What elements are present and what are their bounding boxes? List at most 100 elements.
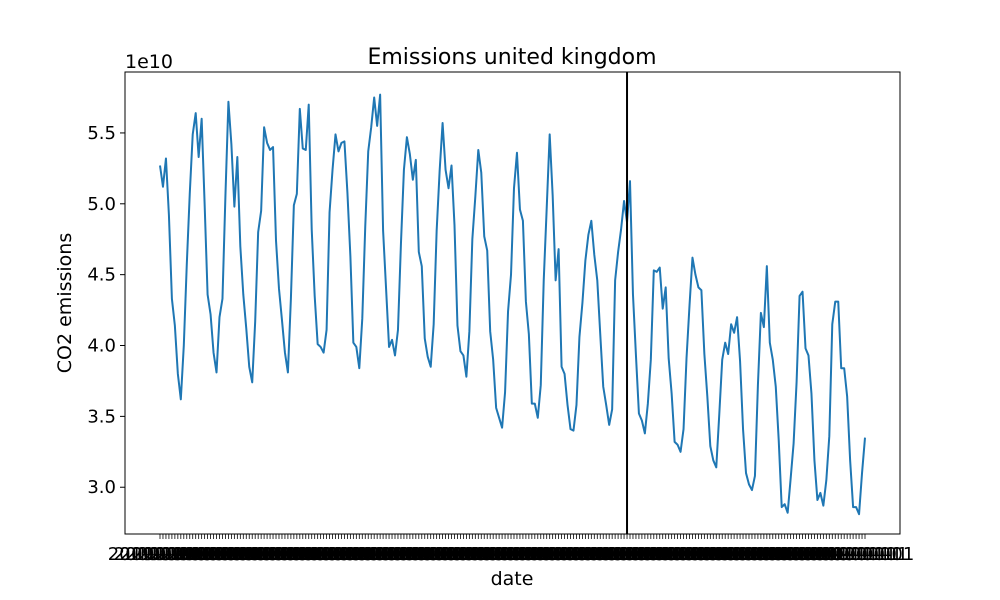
x-tick-label: 2019-01-01 <box>304 544 409 565</box>
x-tick-label: 2019-01-01 <box>477 544 582 565</box>
x-tick-label: 2019-01-01 <box>381 544 486 565</box>
x-tick-label: 2019-01-01 <box>756 544 861 565</box>
x-tick-label: 2019-01-01 <box>673 544 778 565</box>
x-tick-label: 2019-01-01 <box>239 544 344 565</box>
x-tick-label: 2019-01-01 <box>149 544 254 565</box>
x-tick-label: 2019-01-01 <box>762 544 867 565</box>
x-tick-label: 2019-01-01 <box>804 544 909 565</box>
x-tick-label: 2019-01-01 <box>405 544 510 565</box>
x-tick-label: 2019-01-01 <box>250 544 355 565</box>
x-tick-label: 2019-01-01 <box>625 544 730 565</box>
y-offset-label: 1e10 <box>125 51 173 73</box>
y-tick-label: 3.5 <box>87 406 116 427</box>
x-tick-label: 2019-01-01 <box>601 544 706 565</box>
plot-frame <box>124 71 901 535</box>
y-tick-label: 4.5 <box>87 265 116 286</box>
x-tick-label: 2019-01-01 <box>161 544 266 565</box>
x-tick-label: 2019-01-01 <box>126 544 231 565</box>
x-tick-label: 2019-01-01 <box>715 544 820 565</box>
x-tick-label: 2019-01-01 <box>560 544 665 565</box>
x-tick-label: 2019-01-01 <box>786 544 891 565</box>
x-tick-label: 2019-01-01 <box>137 544 242 565</box>
x-tick-label: 2019-01-01 <box>720 544 825 565</box>
y-axis-label: CO2 emissions <box>54 233 76 373</box>
x-tick-label: 2019-01-01 <box>399 544 504 565</box>
x-tick-label: 2019-01-01 <box>346 544 451 565</box>
x-tick-label: 2019-01-01 <box>191 544 296 565</box>
x-tick-label: 2019-01-01 <box>554 544 659 565</box>
x-tick-label: 2019-01-01 <box>352 544 457 565</box>
x-tick-label: 2019-01-01 <box>203 544 308 565</box>
x-tick-label: 2019-01-01 <box>173 544 278 565</box>
y-tick-label: 5.0 <box>87 194 116 215</box>
x-tick-label: 2019-01-01 <box>256 544 361 565</box>
x-tick-label: 2019-01-01 <box>709 544 814 565</box>
x-tick-label: 2019-01-01 <box>459 544 564 565</box>
x-tick-label: 2019-01-01 <box>613 544 718 565</box>
x-tick-label: 2019-01-01 <box>209 544 314 565</box>
x-tick-label: 2019-01-01 <box>679 544 784 565</box>
x-tick-label: 2019-01-01 <box>566 544 671 565</box>
x-tick-label: 2019-01-01 <box>596 544 701 565</box>
x-tick-label: 2019-01-01 <box>286 544 391 565</box>
x-tick-label: 2019-01-01 <box>518 544 623 565</box>
x-tick-label: 2019-01-01 <box>447 544 552 565</box>
x-tick-label: 2019-01-01 <box>233 544 338 565</box>
x-tick-label: 2019-01-01 <box>310 544 415 565</box>
x-tick-label: 2019-01-01 <box>572 544 677 565</box>
x-tick-label: 2019-01-01 <box>369 544 474 565</box>
x-tick-label: 2019-01-01 <box>465 544 570 565</box>
x-tick-label: 2019-01-01 <box>643 544 748 565</box>
x-tick-label: 2019-01-01 <box>274 544 379 565</box>
x-tick-label: 2019-01-01 <box>393 544 498 565</box>
x-tick-label: 2019-01-01 <box>744 544 849 565</box>
x-tick-label: 2019-01-01 <box>590 544 695 565</box>
chart-title: Emissions united kingdom <box>367 45 656 70</box>
x-tick-label: 2019-01-01 <box>131 544 236 565</box>
x-tick-label: 2019-01-01 <box>691 544 796 565</box>
x-tick-label: 2019-01-01 <box>578 544 683 565</box>
x-tick-label: 2019-01-01 <box>316 544 421 565</box>
x-tick-label: 2019-01-01 <box>114 544 219 565</box>
plot-background <box>125 72 900 534</box>
y-tick-label: 3.0 <box>87 477 116 498</box>
series-line <box>159 93 866 516</box>
x-tick-label: 2019-01-01 <box>536 544 641 565</box>
x-tick-label: 2019-01-01 <box>221 544 326 565</box>
x-tick-label: 2019-01-01 <box>697 544 802 565</box>
x-tick-label: 2019-01-01 <box>750 544 855 565</box>
x-tick-label: 2019-01-01 <box>227 544 332 565</box>
x-tick-label: 2019-01-01 <box>441 544 546 565</box>
x-tick-label: 2019-01-01 <box>143 544 248 565</box>
x-tick-label: 2019-01-01 <box>483 544 588 565</box>
x-tick-label: 2019-01-01 <box>655 544 760 565</box>
x-tick-label: 2019-01-01 <box>685 544 790 565</box>
y-tick-label: 4.0 <box>87 336 116 357</box>
x-tick-label: 2019-01-01 <box>120 544 225 565</box>
x-tick-label: 2019-01-01 <box>108 544 213 565</box>
x-tick-label: 2019-01-01 <box>506 544 611 565</box>
x-tick-label: 2019-01-01 <box>328 544 433 565</box>
x-tick-label: 2019-01-01 <box>780 544 885 565</box>
plot-content <box>159 72 866 534</box>
x-tick-label: 2019-01-01 <box>661 544 766 565</box>
x-tick-label: 2019-01-01 <box>155 544 260 565</box>
x-tick-label: 2019-01-01 <box>417 544 522 565</box>
y-ticks: 3.0 3.5 4.0 4.5 5.0 5.5 <box>87 123 125 498</box>
x-tick-label: 2019-01-01 <box>732 544 837 565</box>
x-tick-label: 2019-01-01 <box>179 544 284 565</box>
x-tick-label: 2019-01-01 <box>322 544 427 565</box>
x-tick-label: 2019-01-01 <box>471 544 576 565</box>
x-tick-label: 2019-01-01 <box>649 544 754 565</box>
x-tick-label: 2019-01-01 <box>262 544 367 565</box>
x-tick-label: 2019-01-01 <box>334 544 439 565</box>
x-tick-label: 2019-01-01 <box>364 544 469 565</box>
x-tick-label: 2019-01-01 <box>637 544 742 565</box>
x-tick-label: 2019-01-01 <box>530 544 635 565</box>
x-tick-label: 2019-01-01 <box>810 544 915 565</box>
x-tick-label: 2019-01-01 <box>667 544 772 565</box>
x-ticks: 2019-01-012019-01-012019-01-012019-01-01… <box>108 534 915 565</box>
x-tick-label: 2019-01-01 <box>631 544 736 565</box>
x-axis-label: date <box>491 568 534 590</box>
x-tick-label: 2019-01-01 <box>423 544 528 565</box>
